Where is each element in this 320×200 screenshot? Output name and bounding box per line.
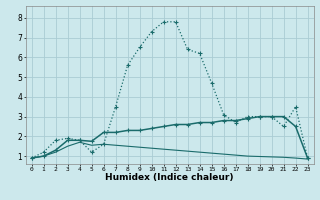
X-axis label: Humidex (Indice chaleur): Humidex (Indice chaleur) bbox=[105, 173, 234, 182]
